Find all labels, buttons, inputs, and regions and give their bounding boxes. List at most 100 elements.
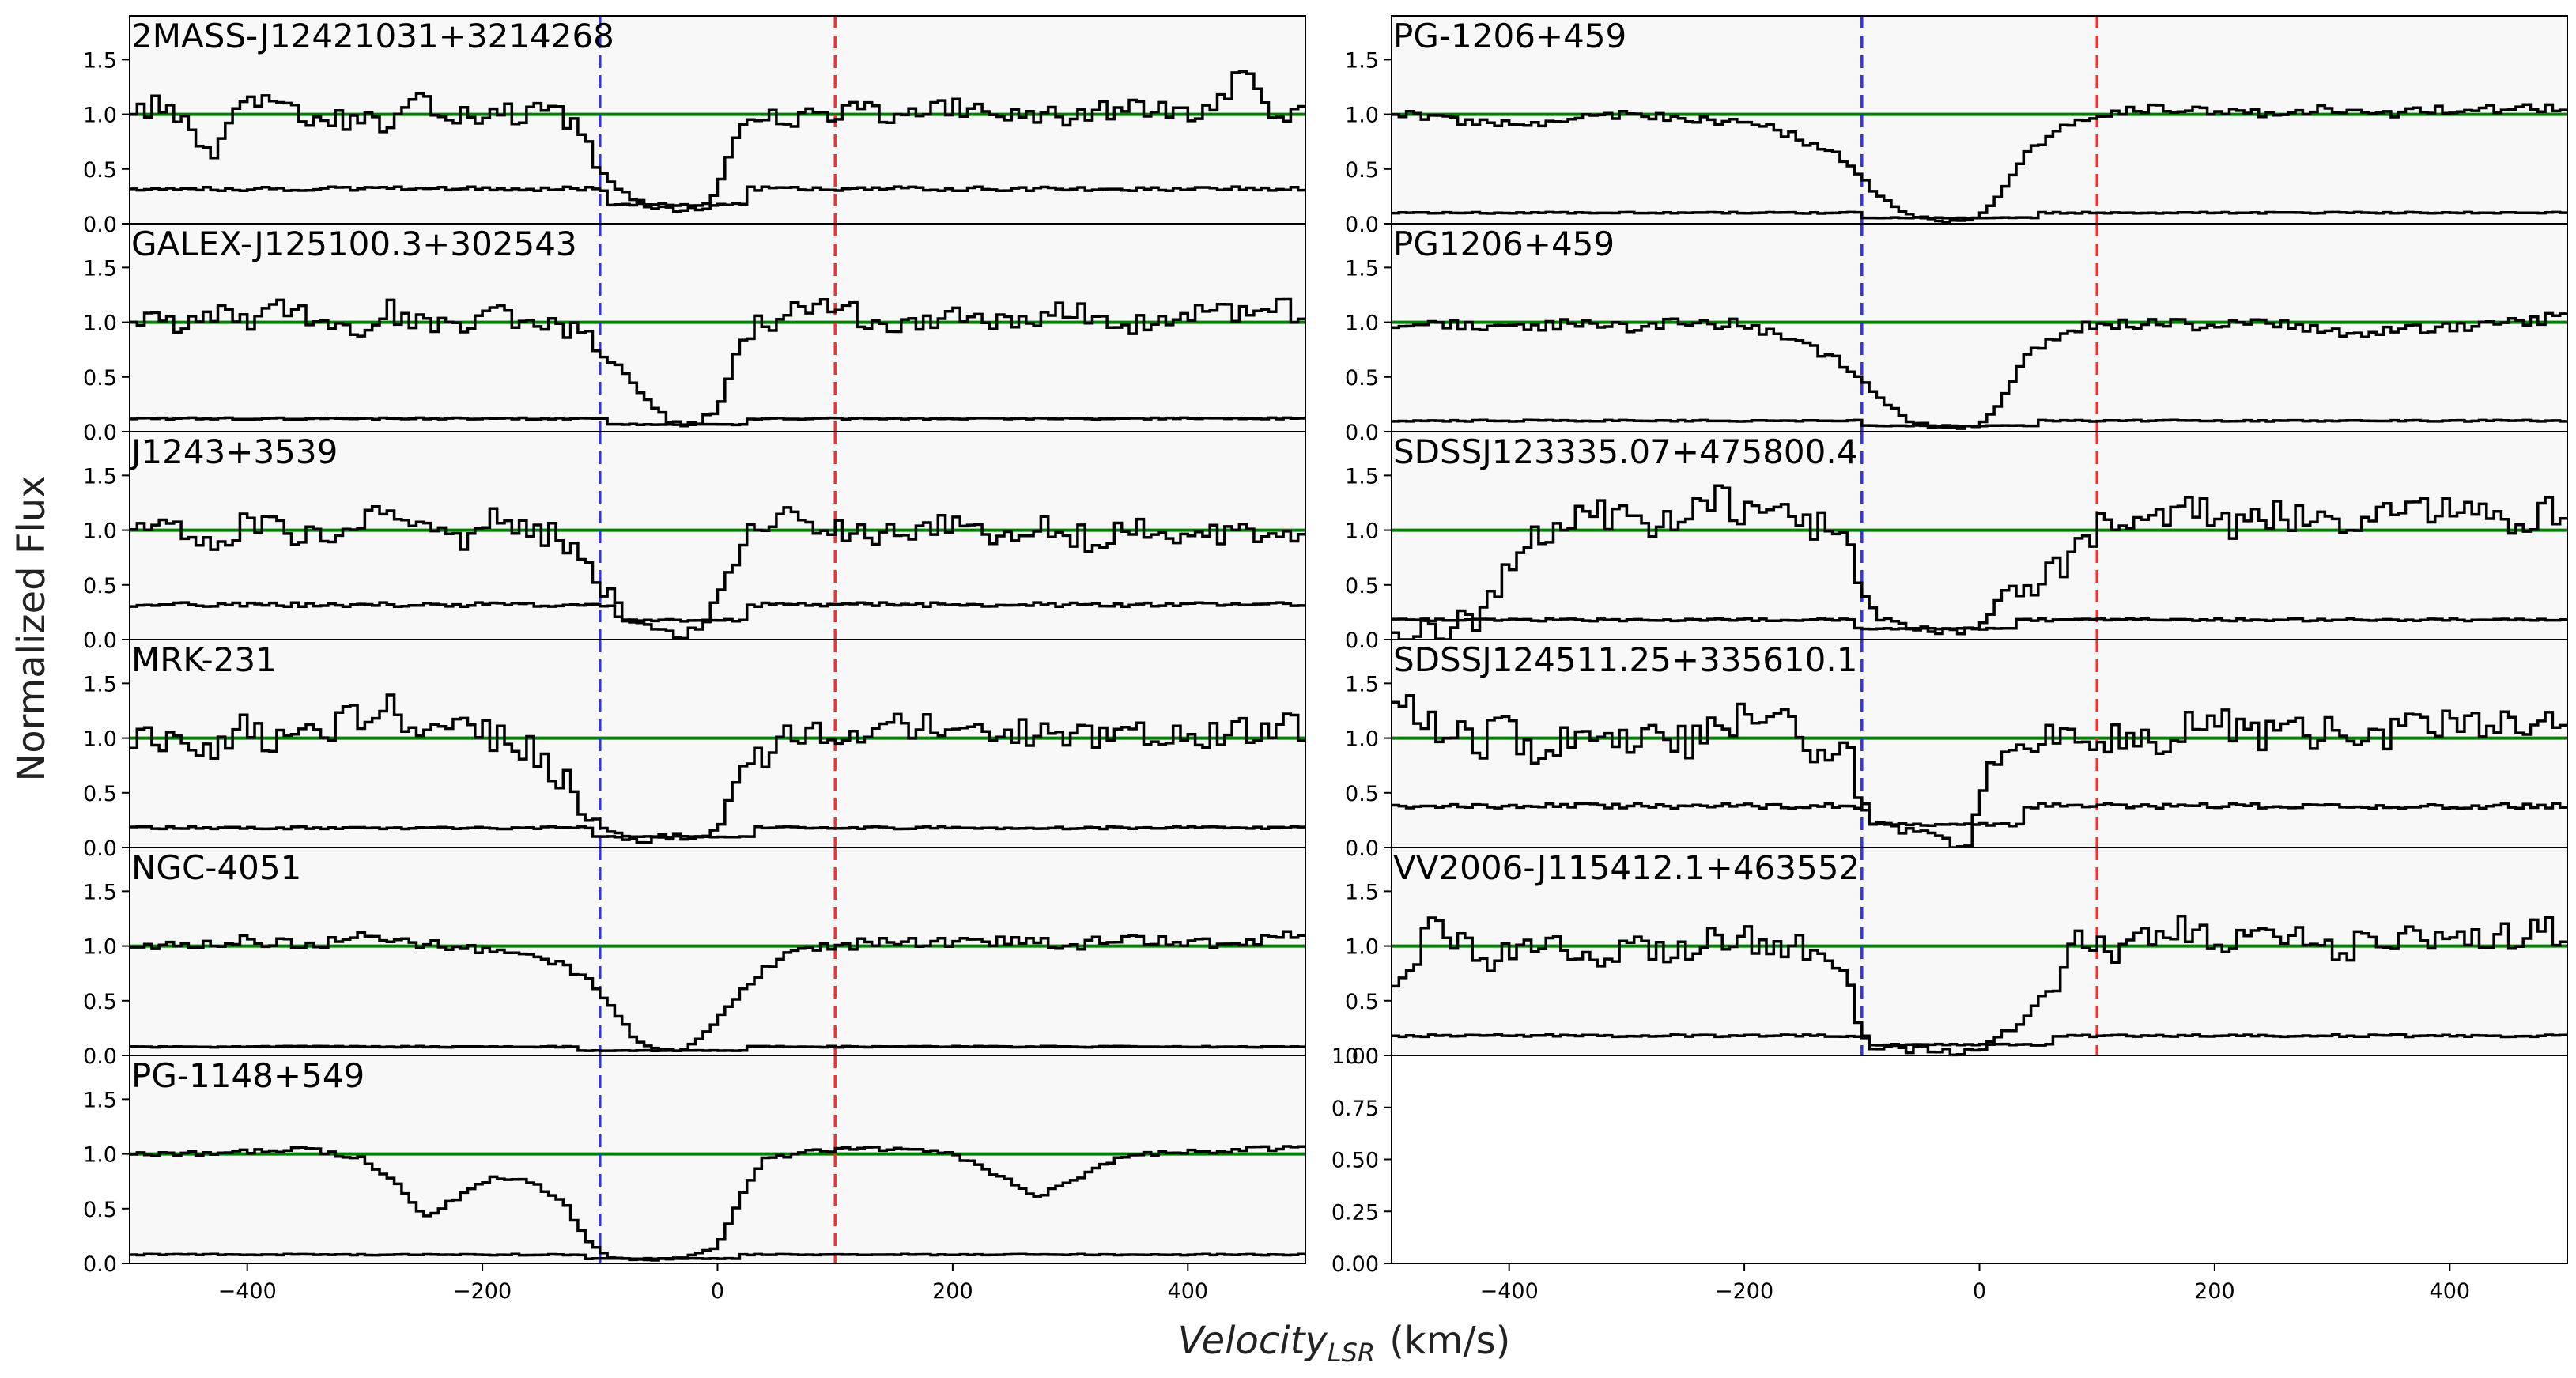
y-tick-label: 1.0 xyxy=(1345,935,1379,960)
x-tick-label: −400 xyxy=(218,1279,277,1304)
panel-title: PG1206+459 xyxy=(1393,225,1615,263)
panel-background xyxy=(130,1055,1305,1263)
x-tick-label: −400 xyxy=(1480,1279,1539,1304)
panel-title: SDSSJ124511.25+335610.1 xyxy=(1393,640,1857,679)
x-tick-label: −200 xyxy=(1715,1279,1773,1304)
y-tick-label: 1.0 xyxy=(1345,727,1379,752)
y-tick-label: 0.0 xyxy=(83,629,117,653)
panel-background xyxy=(1392,224,2567,432)
error-spectrum xyxy=(130,601,1305,623)
error-spectrum xyxy=(1392,418,2567,428)
spectrum-panel: 0.0 0.5 1.0 1.5 SDSSJ124511.25+335610.1 xyxy=(1345,639,2568,861)
spectrum-panel: 0.0 0.5 1.0 1.5 PG-1206+459 xyxy=(1345,15,2568,237)
x-axis-label-main: Velocity xyxy=(1178,1319,1328,1363)
y-tick-label: 1.5 xyxy=(1345,672,1379,697)
flux-spectrum xyxy=(130,693,1305,844)
y-tick-label: 0.5 xyxy=(83,782,117,806)
flux-spectrum xyxy=(1392,311,2567,430)
y-tick-label: 1.0 xyxy=(83,311,117,336)
y-tick-label: 1.0 xyxy=(1345,311,1379,336)
y-tick-label: 0.50 xyxy=(1331,1149,1379,1173)
y-tick-label: 1.0 xyxy=(83,104,117,128)
panel-title: VV2006-J115412.1+463552 xyxy=(1393,848,1860,887)
flux-spectrum xyxy=(130,505,1305,640)
y-axis-label: Normalized Flux xyxy=(9,475,54,781)
y-tick-label: 1.5 xyxy=(1345,464,1379,489)
panels-layer: 0.00.51.01.52MASS-J12421031+32142680.00.… xyxy=(83,15,2568,1304)
x-tick-label: −200 xyxy=(453,1279,512,1304)
y-tick-label: 0.5 xyxy=(83,1198,117,1222)
y-tick-label: 0.0 xyxy=(1345,213,1379,237)
panel-title: SDSSJ123335.07+475800.4 xyxy=(1393,432,1857,471)
panel-title: NGC-4051 xyxy=(131,848,301,887)
y-tick-label: 1.00 xyxy=(1331,1044,1379,1069)
y-tick-label: 0.5 xyxy=(1345,990,1379,1014)
x-tick-label: 0 xyxy=(711,1279,724,1304)
panel-background xyxy=(130,640,1305,848)
spectrum-panel: 0.0 0.5 1.0 1.5 VV2006-J115412.1+463552 xyxy=(1345,847,2568,1069)
y-tick-label: 0.00 xyxy=(1331,1252,1379,1277)
flux-spectrum xyxy=(130,297,1305,428)
x-tick-label: 400 xyxy=(1168,1279,1209,1304)
x-axis-label-sub: LSR xyxy=(1328,1338,1375,1368)
panel-title: GALEX-J125100.3+302543 xyxy=(131,225,577,263)
y-tick-label: 0.0 xyxy=(83,421,117,445)
spectrum-panel: 0.0 0.5 1.0 1.5 PG-1148+549 −400 −200 0 200 400 xyxy=(83,1055,1306,1304)
y-tick-label: 0.5 xyxy=(83,990,117,1014)
y-tick-label: 1.0 xyxy=(83,727,117,752)
y-tick-label: 1.5 xyxy=(1345,880,1379,904)
y-tick-label: 0.0 xyxy=(83,1044,117,1069)
flux-spectrum xyxy=(1392,103,2567,225)
y-tick-label: 1.5 xyxy=(1345,256,1379,281)
y-tick-label: 0.0 xyxy=(1345,836,1379,861)
y-tick-label: 0.5 xyxy=(83,366,117,391)
panel-title: PG-1206+459 xyxy=(1393,17,1626,55)
spectrum-panel: 0.0 0.5 1.0 1.5 GALEX-J125100.3+302543 xyxy=(83,223,1306,445)
spectrum-panel: 0.0 0.5 1.0 1.5 NGC-4051 xyxy=(83,847,1306,1069)
panel-background xyxy=(1392,432,2567,640)
spectrum-panel: 0.0 0.5 1.0 1.5 SDSSJ123335.07+475800.4 xyxy=(1345,431,2568,653)
error-spectrum xyxy=(1392,802,2567,828)
error-spectrum xyxy=(130,1044,1305,1052)
y-tick-label: 0.0 xyxy=(1345,629,1379,653)
y-tick-label: 0.5 xyxy=(1345,366,1379,391)
error-spectrum xyxy=(1392,1033,2567,1047)
y-tick-label: 0.0 xyxy=(1345,1044,1379,1069)
x-tick-label: 200 xyxy=(932,1279,973,1304)
y-tick-label: 0.5 xyxy=(1345,574,1379,598)
y-tick-label: 0.5 xyxy=(1345,158,1379,183)
y-tick-label: 0.25 xyxy=(1331,1200,1379,1225)
x-axis-label: VelocityLSR (km/s) xyxy=(1178,1319,1511,1368)
y-tick-label: 0.0 xyxy=(83,213,117,237)
y-tick-label: 0.75 xyxy=(1331,1097,1379,1121)
y-tick-label: 0.5 xyxy=(83,574,117,598)
y-tick-label: 0.5 xyxy=(1345,782,1379,806)
x-tick-label: 200 xyxy=(2194,1279,2235,1304)
flux-spectrum xyxy=(130,930,1305,1052)
y-tick-label: 0.0 xyxy=(1345,421,1379,445)
empty-panel: 0.00 0.25 0.50 0.75 1.00 −400 −200 0 200 400 xyxy=(1331,1044,2568,1304)
y-tick-label: 1.5 xyxy=(83,1088,117,1112)
x-tick-label: 0 xyxy=(1973,1279,1986,1304)
spectrum-panel: 0.0 0.5 1.0 1.5 J1243+3539 xyxy=(83,431,1306,653)
flux-spectrum xyxy=(1392,693,2567,849)
spectrum-panel: 0.0 0.5 1.0 1.5 PG1206+459 xyxy=(1345,223,2568,445)
y-tick-label: 1.5 xyxy=(83,880,117,904)
y-tick-label: 1.0 xyxy=(1345,519,1379,544)
flux-spectrum xyxy=(130,70,1305,213)
error-spectrum xyxy=(130,1252,1305,1261)
flux-spectrum xyxy=(1392,915,2567,1057)
y-tick-label: 1.5 xyxy=(83,256,117,281)
panel-title: J1243+3539 xyxy=(129,432,338,471)
error-spectrum xyxy=(130,825,1305,839)
y-tick-label: 1.5 xyxy=(1345,48,1379,73)
y-tick-label: 0.0 xyxy=(83,1252,117,1277)
y-tick-label: 1.5 xyxy=(83,672,117,697)
y-tick-label: 1.5 xyxy=(83,48,117,73)
spectrum-panel: 0.0 0.5 1.0 1.5 MRK-231 xyxy=(83,639,1306,861)
flux-spectrum xyxy=(1392,484,2567,641)
y-tick-label: 1.0 xyxy=(83,1143,117,1168)
x-axis-label-unit: (km/s) xyxy=(1389,1319,1510,1363)
spectrum-panel: 0.0 0.5 1.0 1.5 2MASS-J12421031+3214268 xyxy=(83,15,1306,237)
